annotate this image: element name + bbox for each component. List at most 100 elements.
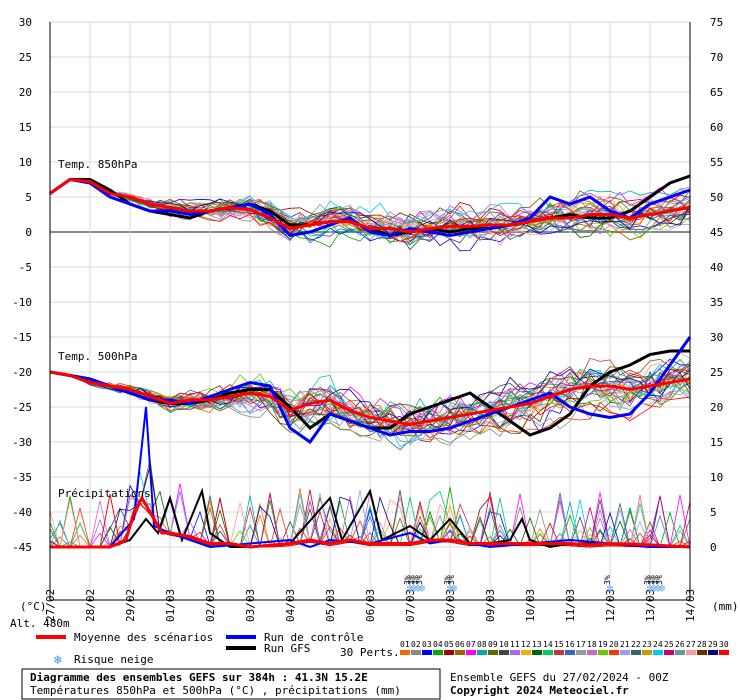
snow-risk-percent: 3% xyxy=(411,575,420,585)
snow-risk-percent: 3% xyxy=(603,575,612,585)
perturbation-number: 16 xyxy=(565,640,575,649)
snowflake-icon: ❄ xyxy=(607,582,614,595)
panel-label-t850: Temp. 850hPa xyxy=(58,158,137,171)
perturbation-swatch xyxy=(400,650,410,655)
right-tick-label: 75 xyxy=(710,16,723,29)
perturbation-swatch xyxy=(477,650,487,655)
left-tick-label: -25 xyxy=(12,401,32,414)
perturbation-number: 12 xyxy=(521,640,531,649)
snow-risk-badge: 3%❄ xyxy=(655,575,666,595)
perturbation-number: 02 xyxy=(411,640,421,649)
snow-risk-badge: 3%❄ xyxy=(411,575,422,595)
perturbation-swatch xyxy=(554,650,564,655)
date-tick-label: 13/03 xyxy=(644,589,657,622)
perturbation-number: 23 xyxy=(642,640,652,649)
snowflake-icon: ❄ xyxy=(451,582,458,595)
snow-risk-percent: 3% xyxy=(655,575,664,585)
date-tick-label: 02/03 xyxy=(204,589,217,622)
series-line-t500 xyxy=(49,370,691,427)
left-tick-label: 30 xyxy=(19,16,32,29)
snowflake-icon: ❄ xyxy=(411,582,418,595)
snow-risk-badge: 3%❄ xyxy=(447,575,458,595)
date-tick-label: 12/03 xyxy=(604,589,617,622)
legend-control-label: Run de contrôle xyxy=(264,631,363,644)
snow-risk-percent: 3% xyxy=(651,575,660,585)
main-series-lines xyxy=(49,174,692,549)
perturbation-number: 22 xyxy=(631,640,641,649)
right-tick-label: 30 xyxy=(710,331,723,344)
perturbation-swatch xyxy=(631,650,641,655)
snowflake-icon: ❄ xyxy=(651,582,658,595)
series-line-precip xyxy=(50,406,690,549)
perturbation-swatch xyxy=(499,650,509,655)
date-tick-label: 03/03 xyxy=(244,589,257,622)
date-tick-label: 05/03 xyxy=(324,589,337,622)
perturbation-number: 05 xyxy=(444,640,454,649)
left-tick-label: -10 xyxy=(12,296,32,309)
snowflake-icon: ❄ xyxy=(407,582,414,595)
perturbation-swatch xyxy=(543,650,553,655)
snowflake-icon: ❄ xyxy=(53,653,62,668)
perturbation-number: 13 xyxy=(532,640,542,649)
snow-risk-percent: 3% xyxy=(643,575,652,585)
chart-title: Diagramme des ensembles GEFS sur 384h : … xyxy=(30,671,368,684)
date-tick-label: 08/03 xyxy=(444,589,457,622)
snow-risk-percent: 3% xyxy=(647,575,656,585)
right-tick-label: 20 xyxy=(710,401,723,414)
snow-risk-percent: 3% xyxy=(403,575,412,585)
perturbation-number: 24 xyxy=(653,640,663,649)
snow-risk-badge: 3%❄ xyxy=(407,575,418,595)
perturbation-number: 25 xyxy=(664,640,674,649)
right-tick-label: 50 xyxy=(710,191,723,204)
perturbation-number: 17 xyxy=(576,640,586,649)
perturbation-swatch xyxy=(587,650,597,655)
panel-label-precip: Précipitations xyxy=(58,487,151,500)
left-tick-label: -5 xyxy=(19,261,32,274)
left-tick-label: 0 xyxy=(25,226,32,239)
perturbation-number: 09 xyxy=(488,640,498,649)
perturbation-swatch xyxy=(488,650,498,655)
perturbation-line xyxy=(49,178,691,226)
snow-risk-percent: 3% xyxy=(415,575,424,585)
snowflake-icon: ❄ xyxy=(419,582,426,595)
perturbation-swatch xyxy=(565,650,575,655)
right-tick-label: 0 xyxy=(710,541,717,554)
perturbation-swatch xyxy=(532,650,542,655)
perturbation-line xyxy=(49,368,691,426)
left-tick-label: 10 xyxy=(19,156,32,169)
perturbation-number: 30 xyxy=(719,640,729,649)
right-tick-label: 40 xyxy=(710,261,723,274)
perturbation-swatch xyxy=(422,650,432,655)
perturbation-swatch xyxy=(708,650,718,655)
perturbation-number: 01 xyxy=(400,640,410,649)
snow-risk-badge: 3%❄ xyxy=(415,575,426,595)
right-tick-label: 35 xyxy=(710,296,723,309)
snowflake-icon: ❄ xyxy=(415,582,422,595)
snow-risk-percent: 3% xyxy=(407,575,416,585)
date-tick-label: 04/03 xyxy=(284,589,297,622)
snowflake-icon: ❄ xyxy=(659,582,666,595)
perturbation-swatch xyxy=(510,650,520,655)
altitude: Alt. 480m xyxy=(10,617,70,630)
left-tick-label: -15 xyxy=(12,331,32,344)
date-tick-label: 28/02 xyxy=(84,589,97,622)
right-tick-label: 70 xyxy=(710,51,723,64)
series-line-precip xyxy=(50,494,691,549)
perturbation-swatch xyxy=(433,650,443,655)
legend-gfs-label: Run GFS xyxy=(264,642,310,655)
perturbation-line xyxy=(49,179,691,236)
series-line-t850 xyxy=(49,177,691,238)
perturbation-swatch xyxy=(697,650,707,655)
perturbation-swatch xyxy=(576,650,586,655)
date-tick-label: 11/03 xyxy=(564,589,577,622)
perturbation-number: 20 xyxy=(609,640,619,649)
right-tick-label: 55 xyxy=(710,156,723,169)
perturbation-number: 27 xyxy=(686,640,696,649)
left-tick-label: -40 xyxy=(12,506,32,519)
left-unit: (°C) xyxy=(20,600,47,613)
perturbation-swatch xyxy=(598,650,608,655)
perturbation-number: 19 xyxy=(598,640,608,649)
left-tick-label: -20 xyxy=(12,366,32,379)
perturbation-swatch xyxy=(411,650,421,655)
perturbation-swatch xyxy=(719,650,729,655)
